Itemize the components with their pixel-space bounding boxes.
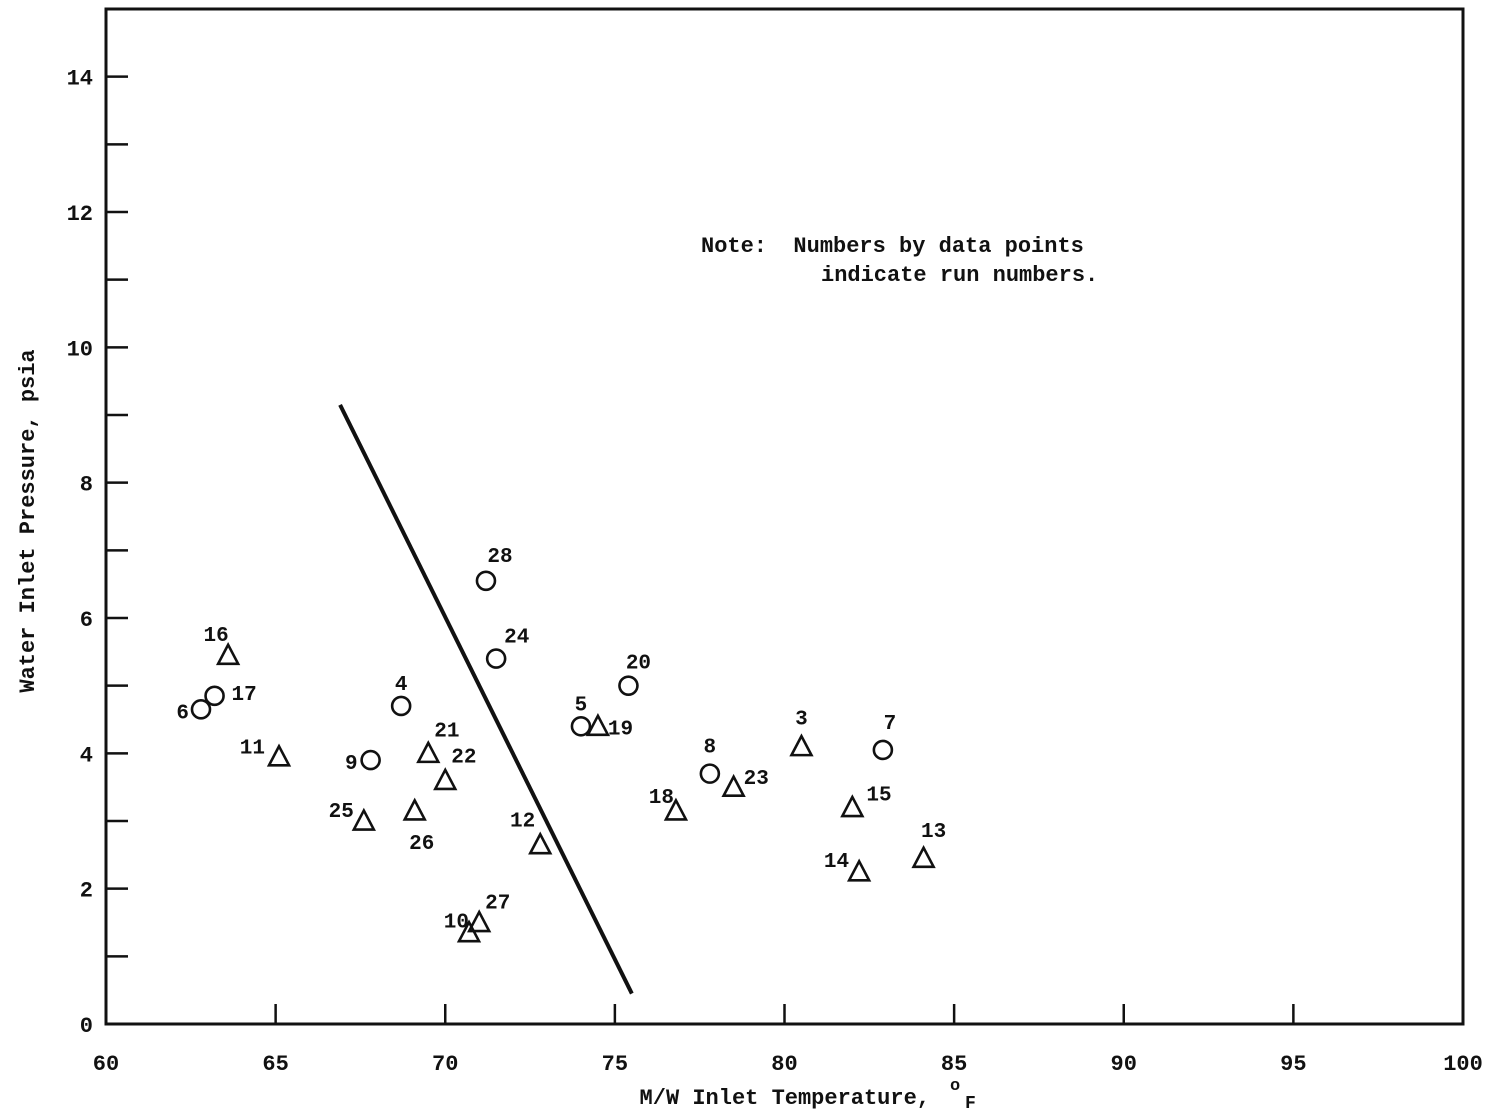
triangle-marker	[416, 740, 441, 764]
run-number-label: 15	[866, 784, 891, 807]
triangle-marker	[351, 807, 376, 831]
note-line-2: indicate run numbers.	[821, 263, 1098, 288]
run-number-label: 24	[504, 627, 529, 650]
triangle-marker	[528, 831, 553, 855]
triangle-marker	[663, 797, 689, 821]
circle-marker	[475, 570, 497, 592]
triangle-marker	[467, 909, 492, 933]
run-number-label: 7	[884, 713, 897, 736]
triangle-marker	[840, 794, 865, 818]
circle-marker	[390, 695, 412, 717]
boundary-line	[338, 403, 634, 995]
y-tick-label: 2	[80, 879, 93, 904]
x-tick-label: 75	[602, 1052, 628, 1077]
note-annotation: Note: Numbers by data points indicate ru…	[701, 234, 1098, 288]
triangle-marker	[721, 773, 746, 798]
run-number-label: 18	[649, 787, 674, 810]
run-number-label: 5	[575, 694, 588, 717]
axis-ticks	[104, 75, 1465, 1026]
x-tick-label: 80	[771, 1052, 797, 1077]
circle-marker	[485, 648, 507, 669]
run-number-label: 28	[487, 546, 512, 569]
run-number-label: 8	[704, 737, 717, 760]
run-number-label: 26	[409, 833, 434, 856]
run-number-label: 11	[240, 738, 265, 761]
run-number-label: 25	[329, 801, 354, 824]
circle-marker	[872, 739, 894, 761]
note-line-1: Note: Numbers by data points	[701, 234, 1084, 259]
x-tick-label: 65	[262, 1052, 288, 1077]
circle-marker	[204, 685, 225, 707]
x-axis-title: M/W Inlet Temperature, o F	[640, 1077, 976, 1114]
x-axis-unit: F	[965, 1094, 976, 1114]
y-tick-label: 14	[67, 67, 93, 92]
run-number-label: 16	[204, 625, 229, 648]
circle-marker	[699, 763, 721, 784]
plot-frame	[104, 7, 1465, 1026]
triangle-marker	[911, 844, 936, 869]
triangle-marker	[402, 797, 427, 821]
run-number-label: 17	[232, 684, 257, 707]
run-number-label: 20	[626, 653, 651, 676]
run-number-label: 6	[176, 702, 189, 725]
run-labels: 4 5 6 7 8 9 17 20 24 28 3 10 11 12 13 14 15 16 18 19 21 22 23 2…	[176, 546, 946, 935]
y-tick-label: 10	[67, 337, 93, 362]
triangle-marker	[585, 713, 611, 737]
y-tick-label: 6	[80, 608, 93, 633]
triangle-marker	[266, 743, 292, 767]
run-number-label: 10	[444, 912, 469, 935]
x-tick-label: 70	[432, 1052, 458, 1077]
x-tick-label: 95	[1280, 1052, 1306, 1077]
circle-marker	[570, 715, 592, 737]
x-axis-unit-degree: o	[950, 1077, 960, 1096]
run-number-label: 27	[485, 893, 510, 916]
run-number-label: 19	[608, 718, 633, 741]
y-tick-label: 0	[80, 1014, 93, 1039]
triangle-marker	[846, 858, 872, 882]
run-number-label: 9	[345, 753, 358, 776]
triangle-marker	[789, 733, 814, 757]
x-tick-label: 100	[1443, 1052, 1483, 1077]
run-number-label: 21	[434, 720, 459, 743]
run-number-label: 13	[921, 821, 946, 844]
boundary-line-segment	[338, 403, 634, 995]
y-tick-label: 12	[67, 202, 93, 227]
y-axis-title: Water Inlet Pressure, psia	[16, 349, 41, 692]
circle-marker	[618, 675, 639, 696]
run-number-label: 12	[510, 811, 535, 834]
x-tick-label: 60	[93, 1052, 119, 1077]
run-number-label: 3	[795, 709, 808, 732]
triangle-marker	[215, 641, 241, 666]
y-tick-label: 4	[80, 743, 93, 768]
triangle-marker	[433, 767, 458, 791]
run-number-label: 4	[395, 674, 408, 697]
run-number-label: 23	[744, 768, 769, 791]
circle-marker	[190, 699, 212, 720]
circle-marker	[360, 749, 381, 771]
x-tick-label: 90	[1111, 1052, 1137, 1077]
x-tick-label: 85	[941, 1052, 967, 1077]
data-markers	[190, 570, 936, 943]
y-tick-label: 8	[80, 473, 93, 498]
run-number-label: 22	[451, 746, 476, 769]
run-number-label: 14	[824, 851, 849, 874]
x-axis-title-text: M/W Inlet Temperature,	[640, 1086, 930, 1111]
